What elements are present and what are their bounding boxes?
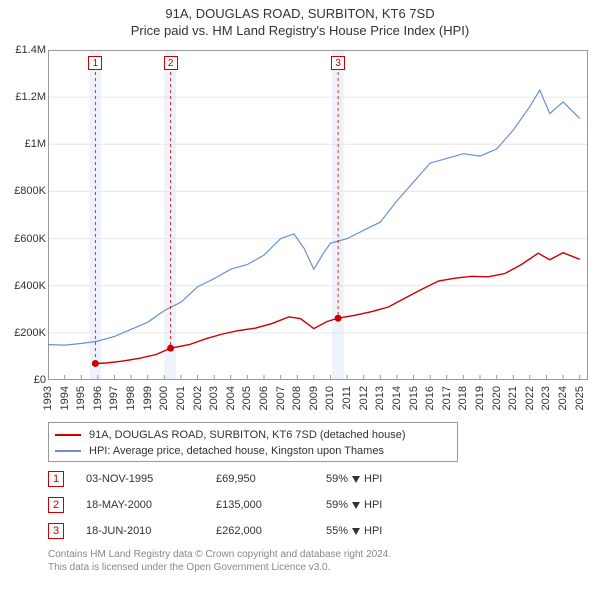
marker-row: 3 18-JUN-2010£262,00055% HPI	[48, 518, 382, 544]
y-tick-label: £1.2M	[2, 91, 46, 103]
x-tick-label: 1996	[92, 386, 104, 410]
marker-table: 103-NOV-1995£69,95059%HPI218-MAY-2000£13…	[48, 466, 382, 544]
x-tick-label: 2017	[441, 386, 453, 410]
marker-date: 18-MAY-2000	[86, 499, 216, 511]
chart-plot-area	[48, 50, 588, 380]
x-tick-label: 2008	[291, 386, 303, 410]
marker-index-box: 3	[48, 523, 64, 539]
y-tick-label: £600K	[2, 233, 46, 245]
marker-date: 18-JUN-2010	[86, 525, 216, 537]
chart-title-line2: Price paid vs. HM Land Registry's House …	[0, 23, 600, 42]
x-tick-label: 1998	[125, 386, 137, 410]
chart-svg	[48, 50, 588, 380]
legend: 91A, DOUGLAS ROAD, SURBITON, KT6 7SD (de…	[48, 422, 458, 462]
y-tick-label: £200K	[2, 327, 46, 339]
x-tick-label: 2000	[158, 386, 170, 410]
legend-swatch-price-paid	[55, 434, 81, 436]
x-tick-label: 2004	[225, 386, 237, 410]
marker-diff: 55% HPI	[326, 525, 382, 537]
x-tick-label: 2011	[341, 386, 353, 410]
x-tick-label: 2003	[208, 386, 220, 410]
legend-item-hpi: HPI: Average price, detached house, King…	[55, 443, 451, 459]
legend-label-hpi: HPI: Average price, detached house, King…	[89, 445, 384, 457]
marker-diff-suffix: HPI	[364, 473, 382, 485]
footer-line1: Contains HM Land Registry data © Crown c…	[48, 548, 588, 561]
marker-diff: 59% HPI	[326, 473, 382, 485]
marker-diff: 59% HPI	[326, 499, 382, 511]
y-tick-label: £0	[2, 374, 46, 386]
x-tick-label: 2024	[557, 386, 569, 410]
x-tick-label: 2023	[540, 386, 552, 410]
footer-attribution: Contains HM Land Registry data © Crown c…	[48, 548, 588, 574]
x-tick-label: 1995	[75, 386, 87, 410]
x-tick-label: 2007	[275, 386, 287, 410]
chart-marker-3: 3	[331, 56, 345, 70]
x-tick-label: 2013	[374, 386, 386, 410]
arrow-down-icon	[352, 528, 360, 535]
x-tick-label: 1994	[59, 386, 71, 410]
legend-item-price-paid: 91A, DOUGLAS ROAD, SURBITON, KT6 7SD (de…	[55, 427, 451, 443]
x-tick-label: 2005	[241, 386, 253, 410]
marker-price: £69,950	[216, 473, 326, 485]
x-tick-label: 2009	[308, 386, 320, 410]
x-tick-label: 2020	[491, 386, 503, 410]
legend-swatch-hpi	[55, 450, 81, 452]
x-tick-label: 2014	[391, 386, 403, 410]
x-tick-label: 2010	[324, 386, 336, 410]
marker-diff-suffix: HPI	[364, 499, 382, 511]
marker-diff-pct: 59%	[326, 499, 348, 511]
y-tick-label: £1M	[2, 138, 46, 150]
arrow-down-icon	[352, 502, 360, 509]
x-tick-label: 2022	[524, 386, 536, 410]
marker-row: 1 03-NOV-1995£69,95059% HPI	[48, 466, 382, 492]
marker-diff-pct: 59%	[326, 473, 348, 485]
x-tick-label: 2018	[457, 386, 469, 410]
chart-title-line1: 91A, DOUGLAS ROAD, SURBITON, KT6 7SD	[0, 0, 600, 23]
marker-diff-pct: 55%	[326, 525, 348, 537]
x-tick-label: 2025	[574, 386, 586, 410]
marker-index-box: 1	[48, 471, 64, 487]
y-tick-label: £800K	[2, 185, 46, 197]
x-tick-label: 2015	[408, 386, 420, 410]
x-tick-label: 2012	[358, 386, 370, 410]
footer-line2: This data is licensed under the Open Gov…	[48, 561, 588, 574]
x-tick-label: 2016	[424, 386, 436, 410]
x-tick-label: 1997	[108, 386, 120, 410]
x-tick-label: 2019	[474, 386, 486, 410]
x-tick-label: 1999	[142, 386, 154, 410]
y-tick-label: £1.4M	[2, 44, 46, 56]
y-tick-label: £400K	[2, 280, 46, 292]
chart-marker-2: 2	[164, 56, 178, 70]
arrow-down-icon	[352, 476, 360, 483]
marker-date: 03-NOV-1995	[86, 473, 216, 485]
marker-price: £262,000	[216, 525, 326, 537]
x-tick-label: 2002	[192, 386, 204, 410]
legend-label-price-paid: 91A, DOUGLAS ROAD, SURBITON, KT6 7SD (de…	[89, 429, 405, 441]
marker-diff-suffix: HPI	[364, 525, 382, 537]
marker-index-box: 2	[48, 497, 64, 513]
x-tick-label: 2006	[258, 386, 270, 410]
x-tick-label: 2021	[507, 386, 519, 410]
x-tick-label: 1993	[42, 386, 54, 410]
marker-price: £135,000	[216, 499, 326, 511]
chart-marker-1: 1	[88, 56, 102, 70]
x-tick-label: 2001	[175, 386, 187, 410]
marker-row: 2 18-MAY-2000£135,00059% HPI	[48, 492, 382, 518]
